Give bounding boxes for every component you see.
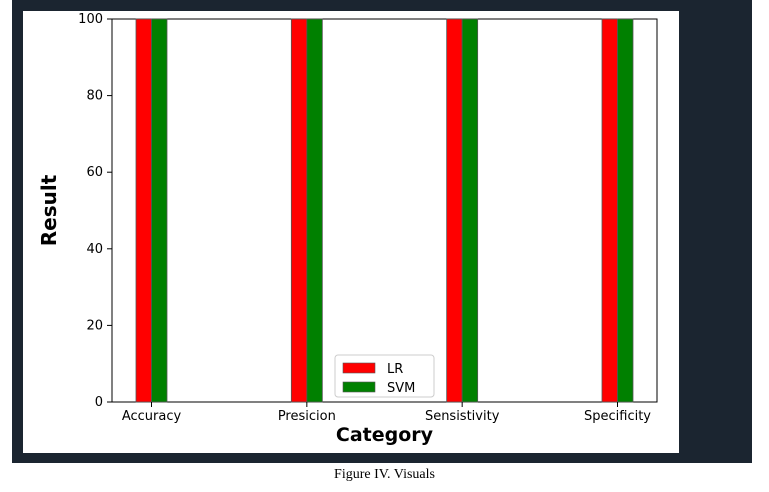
x-tick-label: Presicion — [278, 409, 336, 424]
figure-caption: Figure IV. Visuals — [334, 467, 435, 482]
plot-frame — [111, 18, 658, 403]
bar-svm-specificity — [617, 18, 634, 403]
x-axis-title: Category — [336, 424, 434, 446]
bar-svm-presicion — [306, 18, 323, 403]
y-tick-label: 100 — [78, 12, 103, 27]
y-tick-label: 20 — [86, 318, 103, 333]
chart-area: 0 20 40 60 80 100 Accuracy Presicion Sensistivit… — [23, 11, 679, 453]
bar-lr-presicion — [290, 18, 308, 403]
legend-swatch-lr — [342, 362, 376, 374]
x-tick-label: Sensistivity — [425, 409, 500, 424]
bar-lr-specificity — [601, 18, 618, 403]
bar-lr-sensistivity — [446, 18, 463, 403]
y-tick-label: 60 — [86, 165, 103, 180]
legend: LR SVM — [334, 354, 435, 398]
legend-swatch-svm — [342, 381, 376, 393]
bar-svm-accuracy — [151, 18, 168, 403]
x-tick-label: Specificity — [584, 409, 651, 424]
legend-label-lr: LR — [387, 362, 403, 377]
y-tick-label: 0 — [95, 395, 103, 410]
y-tick-label: 80 — [86, 89, 103, 104]
bar-svm-sensistivity — [461, 18, 479, 403]
legend-label-svm: SVM — [387, 381, 415, 396]
bar-lr-accuracy — [135, 18, 152, 403]
x-tick-label: Accuracy — [122, 409, 182, 424]
y-axis-title: Result — [37, 174, 61, 246]
y-tick-label: 40 — [86, 242, 103, 257]
bar-chart: 0 20 40 60 80 100 Accuracy Presicion Sensistivit… — [37, 12, 658, 446]
